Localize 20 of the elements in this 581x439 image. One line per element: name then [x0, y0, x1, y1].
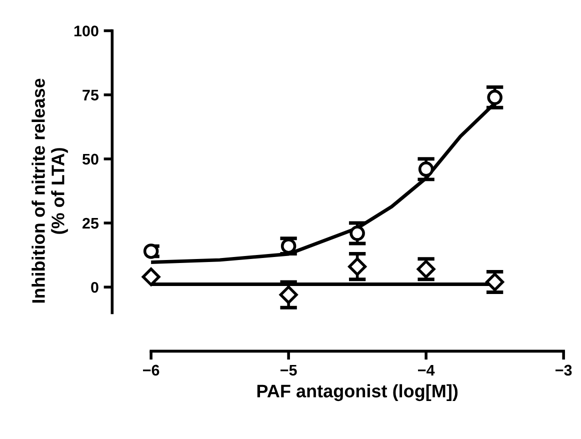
y-tick-label: 50	[82, 154, 98, 165]
x-tick-label: −5	[280, 364, 297, 376]
point	[418, 162, 434, 177]
point	[348, 257, 367, 276]
point	[416, 260, 436, 278]
point	[486, 272, 504, 292]
point	[350, 226, 365, 241]
x-tick-label: −6	[142, 364, 160, 376]
point	[279, 286, 298, 304]
x-axis-title: PAF antagonist (log[M])	[257, 384, 458, 402]
y-tick-label: 0	[91, 282, 98, 293]
y-tick-label: 75	[82, 90, 99, 101]
y-axis-title: Inhibition of nitrite release (% of LTA)	[32, 78, 68, 303]
y-tick-label: 25	[82, 218, 99, 229]
x-tick-label: −3	[555, 364, 572, 376]
x-tick-label: −4	[418, 364, 435, 376]
point	[487, 90, 502, 106]
y-tick-label: 100	[74, 26, 98, 36]
point	[142, 268, 160, 286]
point	[143, 244, 159, 259]
